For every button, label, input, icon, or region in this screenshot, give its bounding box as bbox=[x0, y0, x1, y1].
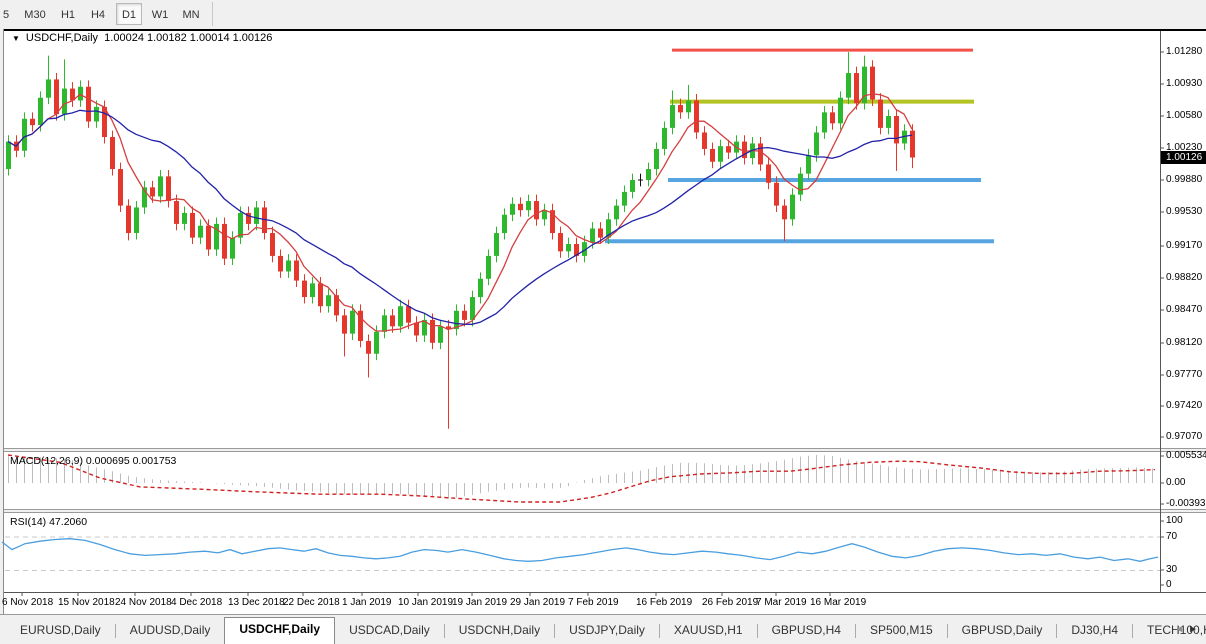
tab-separator bbox=[946, 624, 948, 638]
symbol-tab-xauusd-h1[interactable]: XAUUSD,H1 bbox=[673, 623, 743, 637]
symbol-tab-bar: EURUSD,Daily AUDUSD,Daily USDCHF,Daily USDC… bbox=[0, 614, 1206, 644]
timeframe-button-m30[interactable]: M30 bbox=[24, 9, 46, 21]
symbol-tab-usdcnh-daily[interactable]: USDCNH,Daily bbox=[458, 623, 541, 637]
tab-separator bbox=[658, 624, 660, 638]
macd-signal-value: 0.001753 bbox=[132, 455, 177, 467]
date-tick-label: 1 Jan 2019 bbox=[342, 597, 392, 608]
date-tick-label: 16 Feb 2019 bbox=[636, 597, 693, 608]
date-tick-label: 4 Dec 2018 bbox=[171, 597, 223, 608]
price-tick-label: 0.98820 bbox=[1166, 272, 1203, 283]
symbol-tab-tech100-h1[interactable]: TECH100,H1 bbox=[1147, 623, 1206, 637]
symbol-tab-gbpusd-h4[interactable]: GBPUSD,H4 bbox=[771, 623, 841, 637]
symbol-tab-dj30-h4[interactable]: DJ30,H4 bbox=[1071, 623, 1119, 637]
symbol-tab-usdjpy-daily[interactable]: USDJPY,Daily bbox=[569, 623, 645, 637]
macd-tick-label: 0.005534 bbox=[1166, 450, 1206, 461]
chart-symbol-label: USDCHF,Daily bbox=[25, 32, 99, 44]
rsi-tick-label: 0 bbox=[1166, 579, 1172, 590]
tab-separator bbox=[854, 624, 856, 638]
timeframe-button-mn[interactable]: MN bbox=[182, 9, 200, 21]
tab-separator bbox=[443, 624, 445, 638]
date-tick-label: 7 Mar 2019 bbox=[756, 597, 807, 608]
price-tick-label: 0.99530 bbox=[1166, 206, 1203, 217]
price-tick-label: 0.97770 bbox=[1166, 369, 1203, 380]
chart-window bbox=[0, 29, 1206, 614]
price-tick-label: 1.00580 bbox=[1166, 110, 1203, 121]
tab-scroll-arrows[interactable]: ◄► bbox=[1174, 624, 1202, 635]
symbol-tab-usdchf-daily[interactable]: USDCHF,Daily bbox=[224, 617, 336, 644]
tab-scroll-right-icon: ► bbox=[1188, 624, 1202, 635]
macd-label: MACD(12,26,9) 0.000695 0.001753 bbox=[10, 455, 177, 467]
chart-left-edge bbox=[0, 29, 4, 614]
tab-scroll-left-icon: ◄ bbox=[1174, 624, 1189, 635]
macd-hist-value: 0.000695 bbox=[85, 455, 130, 467]
symbol-tab-audusd-daily[interactable]: AUDUSD,Daily bbox=[129, 623, 211, 637]
symbol-tab-sp500-m15[interactable]: SP500,M15 bbox=[869, 623, 933, 637]
symbol-tab-eurusd-daily[interactable]: EURUSD,Daily bbox=[20, 623, 101, 637]
price-tick-label: 0.98470 bbox=[1166, 304, 1203, 315]
timeframe-button-h1[interactable]: H1 bbox=[60, 9, 76, 21]
tab-separator bbox=[554, 624, 556, 638]
tab-separator bbox=[756, 624, 758, 638]
price-tick-label: 1.01280 bbox=[1166, 46, 1203, 57]
date-tick-label: 19 Jan 2019 bbox=[452, 597, 508, 608]
toolbar-separator bbox=[212, 2, 213, 26]
current-price-box: 1.00126 bbox=[1161, 151, 1206, 165]
price-tick-label: 0.98120 bbox=[1166, 337, 1203, 348]
date-tick-label: 26 Feb 2019 bbox=[702, 597, 759, 608]
tab-separator bbox=[1056, 624, 1058, 638]
timeframe-button-h4[interactable]: H4 bbox=[90, 9, 106, 21]
date-tick-label: 16 Mar 2019 bbox=[810, 597, 867, 608]
timeframe-button-5[interactable]: 5 bbox=[2, 9, 10, 21]
collapse-triangle-icon[interactable]: ▼ bbox=[12, 34, 20, 43]
date-tick-label: 13 Dec 2018 bbox=[228, 597, 285, 608]
price-tick-label: 0.97420 bbox=[1166, 400, 1203, 411]
date-tick-label: 10 Jan 2019 bbox=[398, 597, 454, 608]
price-tick-label: 0.99880 bbox=[1166, 174, 1203, 185]
symbol-tab-gbpusd-daily[interactable]: GBPUSD,Daily bbox=[961, 623, 1043, 637]
timeframe-button-w1[interactable]: W1 bbox=[151, 9, 169, 21]
date-tick-label: 7 Feb 2019 bbox=[568, 597, 619, 608]
date-tick-label: 24 Nov 2018 bbox=[115, 597, 172, 608]
timeframe-toolbar: 5 M30 H1 H4 D1 W1 MN bbox=[0, 0, 1206, 29]
macd-tick-label: -0.00393 bbox=[1166, 498, 1206, 509]
date-tick-label: 22 Dec 2018 bbox=[283, 597, 340, 608]
price-tick-label: 0.97070 bbox=[1166, 431, 1203, 442]
date-tick-label: 29 Jan 2019 bbox=[510, 597, 566, 608]
date-tick-label: 6 Nov 2018 bbox=[2, 597, 54, 608]
rsi-tick-label: 70 bbox=[1166, 531, 1178, 542]
macd-tick-label: 0.00 bbox=[1166, 477, 1186, 488]
rsi-tick-label: 100 bbox=[1166, 515, 1183, 526]
price-tick-label: 0.99170 bbox=[1166, 240, 1203, 251]
chart-title: ▼ USDCHF,Daily 1.00024 1.00182 1.00014 1.… bbox=[12, 32, 272, 46]
rsi-tick-label: 30 bbox=[1166, 564, 1178, 575]
tab-separator bbox=[1132, 624, 1134, 638]
tab-separator bbox=[114, 624, 116, 638]
date-tick-label: 15 Nov 2018 bbox=[58, 597, 115, 608]
timeframe-button-d1[interactable]: D1 bbox=[116, 3, 142, 25]
symbol-tabs: EURUSD,Daily AUDUSD,Daily USDCHF,Daily USDC… bbox=[6, 615, 1206, 644]
chart-ohlc-values: 1.00024 1.00182 1.00014 1.00126 bbox=[104, 32, 273, 44]
price-tick-label: 1.00230 bbox=[1166, 142, 1203, 153]
price-tick-label: 1.00930 bbox=[1166, 78, 1203, 89]
symbol-tab-usdcad-daily[interactable]: USDCAD,Daily bbox=[349, 623, 430, 637]
rsi-label: RSI(14) 47.2060 bbox=[10, 516, 88, 528]
